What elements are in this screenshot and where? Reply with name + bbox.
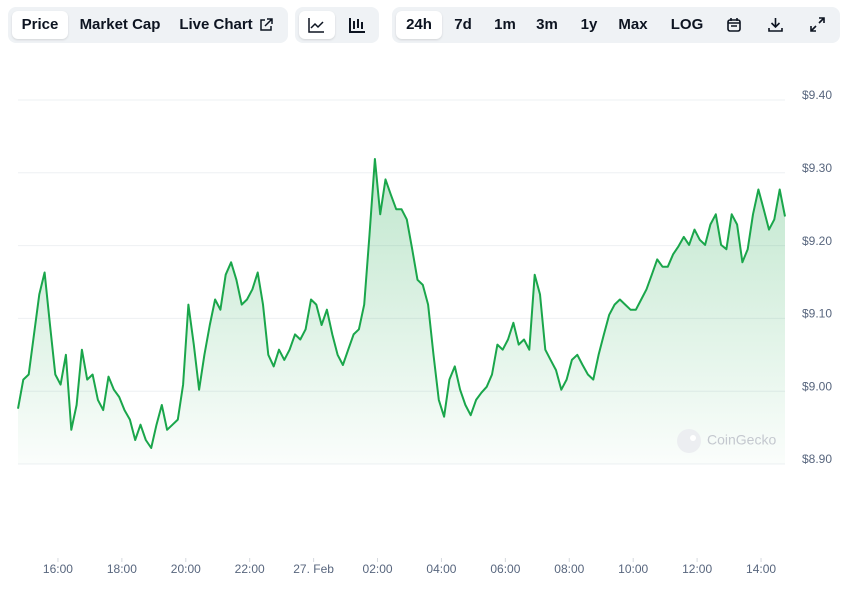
range-switch: 24h 7d 1m 3m 1y Max LOG [392, 7, 840, 43]
x-tick-label: 04:00 [426, 562, 456, 576]
view-button[interactable]: Price [12, 11, 68, 39]
watermark-text: CoinGecko [707, 432, 776, 448]
range-button[interactable]: Max [618, 16, 648, 33]
x-tick-label: 06:00 [490, 562, 520, 576]
x-tick-label: 08:00 [554, 562, 584, 576]
range-button[interactable]: 3m [536, 16, 558, 33]
x-tick-label: 02:00 [363, 562, 393, 576]
range-button[interactable]: 24h [396, 11, 442, 39]
view-button[interactable]: Live Chart [179, 16, 253, 33]
y-tick-label: $9.10 [802, 307, 832, 321]
candle-icon[interactable] [349, 17, 366, 33]
view-button[interactable]: Market Cap [79, 16, 161, 33]
view-switch: Price Market Cap Live Chart [8, 7, 288, 43]
calendar-icon[interactable] [727, 18, 741, 32]
line-icon [308, 18, 324, 33]
download-icon[interactable] [768, 17, 783, 32]
expand-icon[interactable] [810, 17, 825, 32]
y-tick-label: $9.40 [802, 88, 832, 102]
y-tick-label: $9.00 [802, 379, 832, 393]
x-tick-label: 27. Feb [293, 562, 334, 576]
x-tick-label: 10:00 [618, 562, 648, 576]
chart-style-switch [295, 7, 379, 43]
y-tick-label: $9.20 [802, 234, 832, 248]
watermark: CoinGecko [677, 429, 776, 453]
x-tick-label: 16:00 [43, 562, 73, 576]
x-tick-label: 18:00 [107, 562, 137, 576]
external-icon [260, 18, 273, 31]
x-tick-label: 22:00 [235, 562, 265, 576]
y-tick-label: $8.90 [802, 452, 832, 466]
range-button[interactable]: LOG [670, 16, 704, 33]
x-tick-label: 12:00 [682, 562, 712, 576]
range-button[interactable]: 1m [494, 16, 516, 33]
x-tick-label: 20:00 [171, 562, 201, 576]
range-button[interactable]: 1y [580, 16, 598, 33]
x-tick-label: 14:00 [746, 562, 776, 576]
range-button[interactable]: 7d [454, 16, 472, 33]
price-area [18, 159, 785, 464]
price-line [17, 158, 786, 449]
y-tick-label: $9.30 [802, 161, 832, 175]
